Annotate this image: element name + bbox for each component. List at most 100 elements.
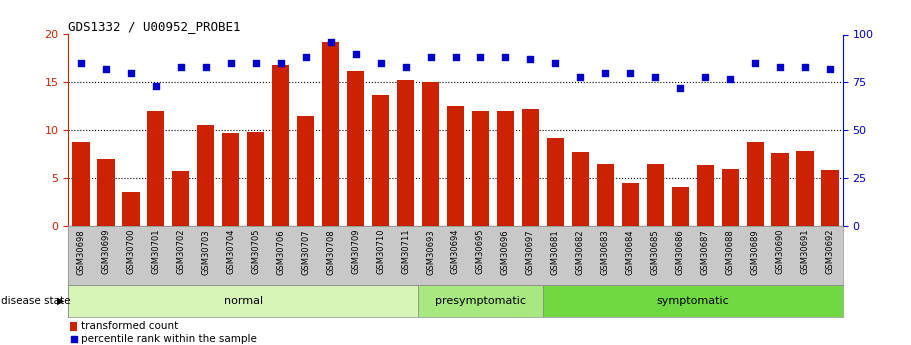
Point bbox=[173, 64, 188, 70]
Text: GSM30692: GSM30692 bbox=[825, 229, 834, 274]
Bar bbox=[647, 164, 664, 226]
Point bbox=[223, 60, 238, 66]
Bar bbox=[271, 65, 290, 226]
Text: disease state: disease state bbox=[1, 296, 70, 306]
Text: normal: normal bbox=[223, 296, 262, 306]
Point bbox=[398, 64, 413, 70]
Bar bbox=[347, 71, 364, 226]
Point bbox=[148, 83, 163, 89]
Bar bbox=[70, 323, 77, 331]
Text: GSM30710: GSM30710 bbox=[376, 229, 385, 274]
Point bbox=[773, 64, 787, 70]
Point bbox=[448, 55, 463, 60]
Point bbox=[573, 74, 588, 79]
Text: GSM30695: GSM30695 bbox=[476, 229, 485, 274]
Text: GSM30684: GSM30684 bbox=[626, 229, 635, 275]
Text: GSM30689: GSM30689 bbox=[751, 229, 760, 275]
Bar bbox=[247, 132, 264, 226]
Text: GSM30686: GSM30686 bbox=[676, 229, 685, 275]
Point bbox=[798, 64, 813, 70]
Text: GSM30709: GSM30709 bbox=[351, 229, 360, 274]
Text: GSM30708: GSM30708 bbox=[326, 229, 335, 275]
Text: transformed count: transformed count bbox=[81, 322, 178, 331]
Point bbox=[124, 70, 138, 76]
Bar bbox=[72, 142, 89, 226]
Bar bbox=[496, 111, 514, 226]
Bar bbox=[97, 159, 115, 226]
Point bbox=[323, 39, 338, 45]
Point bbox=[348, 51, 363, 56]
Point bbox=[298, 55, 312, 60]
Bar bbox=[446, 106, 465, 226]
Bar bbox=[543, 285, 843, 317]
Text: GDS1332 / U00952_PROBE1: GDS1332 / U00952_PROBE1 bbox=[68, 20, 241, 33]
Point bbox=[249, 60, 263, 66]
Point bbox=[548, 60, 563, 66]
Point bbox=[473, 55, 487, 60]
Text: ▶: ▶ bbox=[57, 296, 65, 306]
Text: GSM30690: GSM30690 bbox=[776, 229, 784, 274]
Text: GSM30681: GSM30681 bbox=[551, 229, 560, 275]
Bar bbox=[222, 133, 240, 226]
Point bbox=[424, 55, 438, 60]
Text: GSM30703: GSM30703 bbox=[201, 229, 210, 275]
Text: GSM30693: GSM30693 bbox=[426, 229, 435, 275]
Point bbox=[67, 337, 81, 342]
Bar bbox=[572, 152, 589, 226]
Bar bbox=[197, 126, 214, 226]
Point bbox=[273, 60, 288, 66]
Text: GSM30683: GSM30683 bbox=[601, 229, 609, 275]
Text: GSM30688: GSM30688 bbox=[726, 229, 735, 275]
Bar bbox=[372, 95, 389, 226]
Point bbox=[673, 85, 688, 91]
Point bbox=[723, 76, 738, 81]
Text: GSM30707: GSM30707 bbox=[302, 229, 310, 275]
Text: GSM30696: GSM30696 bbox=[501, 229, 510, 275]
Bar bbox=[472, 111, 489, 226]
Bar bbox=[722, 169, 739, 226]
Text: GSM30701: GSM30701 bbox=[151, 229, 160, 274]
Bar bbox=[746, 142, 764, 226]
Point bbox=[698, 74, 712, 79]
Text: GSM30698: GSM30698 bbox=[77, 229, 86, 275]
Text: GSM30706: GSM30706 bbox=[276, 229, 285, 275]
Text: GSM30697: GSM30697 bbox=[526, 229, 535, 275]
Text: GSM30682: GSM30682 bbox=[576, 229, 585, 275]
Point bbox=[748, 60, 763, 66]
Bar bbox=[621, 183, 640, 226]
Point bbox=[74, 60, 88, 66]
Text: GSM30685: GSM30685 bbox=[650, 229, 660, 275]
Bar bbox=[671, 187, 689, 226]
Bar bbox=[822, 170, 839, 226]
Text: GSM30702: GSM30702 bbox=[176, 229, 185, 274]
Point bbox=[823, 66, 837, 72]
Point bbox=[648, 74, 662, 79]
Bar bbox=[297, 116, 314, 226]
Bar bbox=[772, 153, 789, 226]
Bar bbox=[522, 109, 539, 226]
Bar bbox=[796, 151, 814, 226]
Text: GSM30694: GSM30694 bbox=[451, 229, 460, 274]
Point bbox=[199, 64, 213, 70]
Text: GSM30711: GSM30711 bbox=[401, 229, 410, 274]
Bar bbox=[422, 82, 439, 226]
Point bbox=[623, 70, 638, 76]
Bar bbox=[122, 193, 139, 226]
Point bbox=[98, 66, 113, 72]
Bar bbox=[68, 285, 418, 317]
Bar bbox=[597, 164, 614, 226]
Text: symptomatic: symptomatic bbox=[657, 296, 729, 306]
Bar bbox=[172, 171, 189, 226]
Text: GSM30704: GSM30704 bbox=[226, 229, 235, 274]
Point bbox=[498, 55, 513, 60]
Text: presymptomatic: presymptomatic bbox=[435, 296, 526, 306]
Point bbox=[374, 60, 388, 66]
Point bbox=[599, 70, 613, 76]
Text: GSM30687: GSM30687 bbox=[701, 229, 710, 275]
Text: percentile rank within the sample: percentile rank within the sample bbox=[81, 334, 257, 344]
Text: GSM30705: GSM30705 bbox=[251, 229, 261, 274]
Bar bbox=[547, 138, 564, 226]
Text: GSM30691: GSM30691 bbox=[801, 229, 810, 274]
Bar bbox=[418, 285, 543, 317]
Text: GSM30700: GSM30700 bbox=[127, 229, 135, 274]
